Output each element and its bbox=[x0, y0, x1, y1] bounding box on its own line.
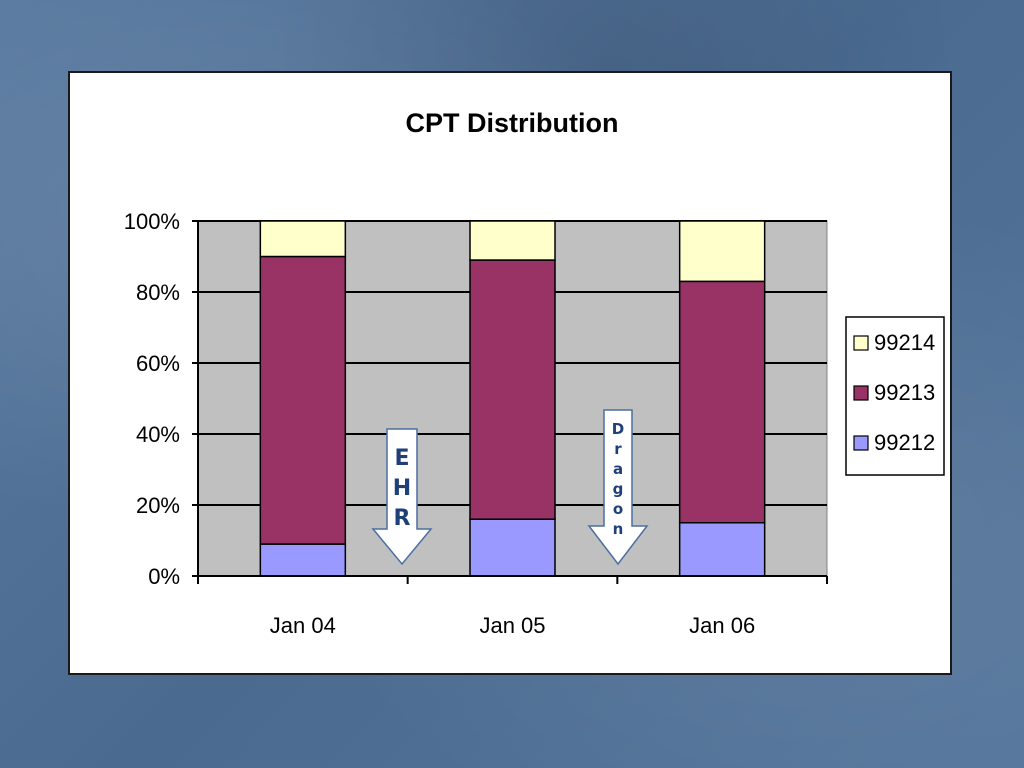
down-arrow-shape bbox=[587, 409, 649, 566]
x-tick-label: Jan 05 bbox=[479, 613, 545, 638]
bars bbox=[259, 220, 766, 577]
legend-swatch-99214 bbox=[853, 335, 869, 351]
bar-segment-99213 bbox=[259, 255, 347, 545]
annotation-letter: H bbox=[393, 476, 411, 501]
annotation-ehr-arrow: EHR bbox=[371, 428, 433, 566]
y-tick-label: 0% bbox=[148, 564, 180, 589]
bar-segment-99213 bbox=[469, 259, 556, 520]
axes: 0% 20% 40% 60% 80% 100% Jan 04 Jan 05 Jan 06 bbox=[124, 209, 828, 638]
bar-segment-99214 bbox=[259, 220, 347, 258]
annotation-letter: g bbox=[613, 480, 624, 498]
legend-label-99212: 99212 bbox=[874, 430, 935, 455]
legend-label-99213: 99213 bbox=[874, 380, 935, 405]
y-tick-label: 40% bbox=[136, 422, 180, 447]
legend-swatch-99212 bbox=[853, 435, 869, 451]
bar-segment-99214 bbox=[678, 220, 766, 283]
annotation-letter: r bbox=[614, 440, 622, 458]
bar-segment-99212 bbox=[469, 518, 556, 577]
annotation-letter: a bbox=[613, 460, 623, 478]
y-tick-label: 100% bbox=[124, 209, 180, 234]
annotation-letter: D bbox=[612, 420, 624, 438]
annotation-letter: n bbox=[613, 520, 624, 538]
legend-swatch-99213 bbox=[853, 385, 869, 401]
legend: 99214 99213 99212 bbox=[845, 316, 945, 476]
x-tick-label: Jan 06 bbox=[689, 613, 755, 638]
bar-segment-99213 bbox=[678, 280, 766, 524]
x-tick-label: Jan 04 bbox=[270, 613, 336, 638]
down-arrow-shape bbox=[371, 428, 433, 566]
bar-segment-99212 bbox=[678, 522, 766, 577]
bar-segment-99214 bbox=[469, 220, 556, 261]
y-tick-label: 60% bbox=[136, 351, 180, 376]
y-tick-label: 80% bbox=[136, 280, 180, 305]
chart-title: CPT Distribution bbox=[406, 108, 619, 138]
annotation-letter: R bbox=[394, 506, 411, 531]
legend-label-99214: 99214 bbox=[874, 330, 935, 355]
annotation-letter: E bbox=[394, 446, 409, 471]
annotation-letter: o bbox=[613, 500, 623, 518]
y-tick-label: 20% bbox=[136, 493, 180, 518]
bar-segment-99212 bbox=[259, 543, 347, 577]
